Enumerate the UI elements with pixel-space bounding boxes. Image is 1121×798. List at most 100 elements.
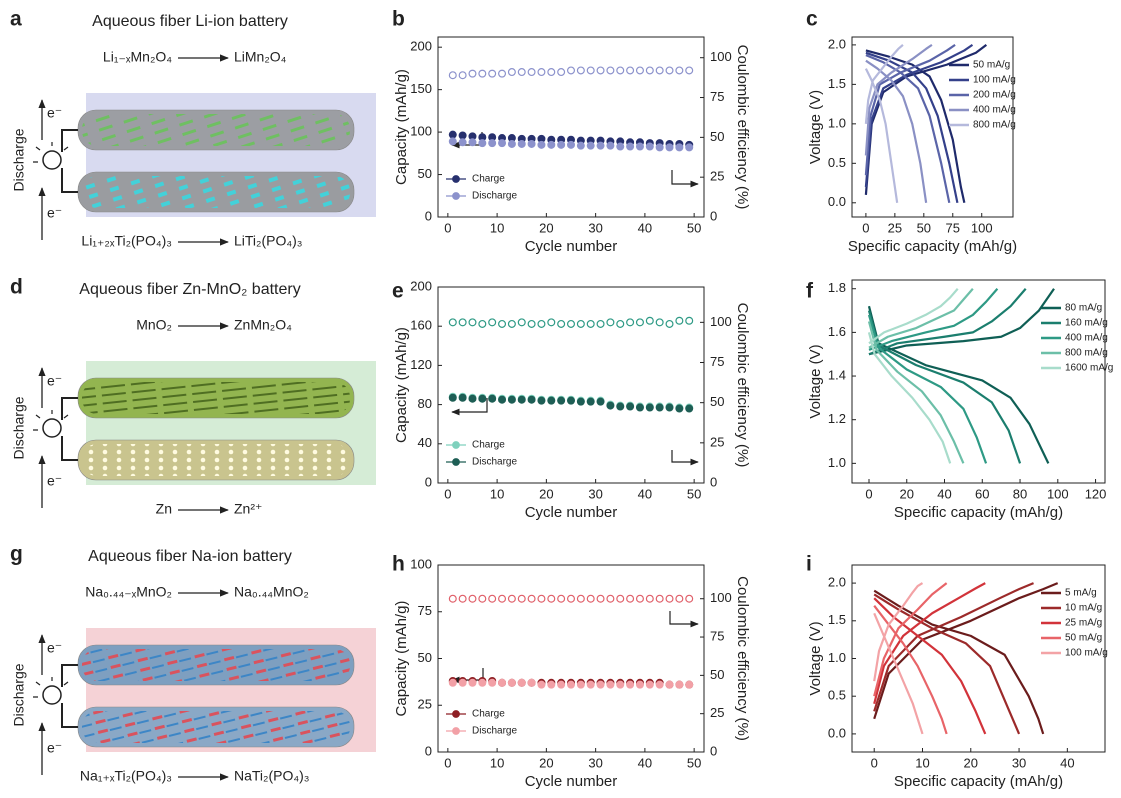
x-tick-label: 80 [1013,486,1027,501]
data-point [547,594,556,603]
y-tick-label: 120 [410,357,432,372]
y2-tick-label: 50 [710,394,724,409]
x-tick-label: 60 [975,486,989,501]
data-point [675,404,684,413]
reaction-from: Li₁₊₂ₓTi₂(PO₄)₃ [81,233,172,249]
y-axis-label: Voltage (V) [807,90,824,164]
y-tick-label: 50 [418,650,432,665]
electron-label: e⁻ [47,373,62,389]
data-point [547,68,556,77]
legend-label: 160 mA/g [1065,318,1108,329]
data-point [566,319,575,328]
reaction-from: Na₀.₄₄₋ₓMnO₂ [85,584,172,600]
panel-label: f [806,280,814,303]
y2-tick-label: 0 [710,743,717,758]
data-point [655,594,664,603]
data-point [507,395,516,404]
legend-label: Discharge [472,191,517,202]
data-point [596,319,605,328]
electron-label: e⁻ [47,105,62,121]
legend-label: Charge [472,174,505,185]
data-point [616,402,625,411]
y2-tick-label: 0 [710,474,717,489]
legend-label: 200 mA/g [973,90,1016,101]
fiber-coating [82,711,350,743]
panel-label: e [392,280,404,303]
data-point [557,680,566,689]
x-axis-label: Specific capacity (mAh/g) [848,238,1017,255]
data-point [675,316,684,325]
axis-pointer [451,398,488,416]
data-point [685,66,694,75]
plot-frame [851,36,1014,218]
legend-marker [452,727,460,735]
data-point [626,142,635,151]
data-point [478,678,487,687]
y-tick-label: 1.6 [828,324,846,339]
plot-frame [437,286,705,484]
data-point [537,319,546,328]
data-point [498,319,507,328]
panel-label: b [392,8,405,31]
data-point [606,66,615,75]
data-point [498,139,507,148]
data-point [507,678,516,687]
panel-label: d [10,276,23,299]
data-point [635,66,644,75]
data-point [527,395,536,404]
data-point [537,680,546,689]
x-tick-label: 0 [871,755,878,770]
x-tick-label: 120 [1085,486,1107,501]
data-point [527,594,536,603]
data-point [576,141,585,150]
electron-label: e⁻ [47,473,62,489]
data-point [626,66,635,75]
reaction-from: Li₁₋ₓMn₂O₄ [103,49,172,65]
data-point [616,594,625,603]
x-tick-label: 40 [638,486,652,501]
panel-label: a [10,8,22,31]
panel-label: h [392,553,405,576]
reaction-to: ZnMn₂O₄ [234,317,292,333]
x-tick-label: 10 [915,755,929,770]
y2-tick-label: 50 [710,667,724,682]
x-tick-label: 50 [917,220,931,235]
data-point [685,594,694,603]
x-tick-label: 10 [490,220,504,235]
y2-axis-label: Coulombic efficiency (%) [734,576,751,741]
x-tick-label: 40 [1060,755,1074,770]
legend-label: Discharge [472,726,517,737]
data-point [507,139,516,148]
data-point [517,395,526,404]
reaction-to: LiTi₂(PO₄)₃ [234,233,302,249]
data-point [448,137,457,146]
data-point [547,680,556,689]
x-axis-label: Cycle number [525,773,618,790]
y-axis-label: Capacity (mAh/g) [393,601,410,717]
data-point [468,594,477,603]
x-tick-label: 30 [588,220,602,235]
legend-label: 1600 mA/g [1065,363,1113,374]
x-tick-label: 0 [444,755,451,770]
data-point [478,594,487,603]
y-tick-label: 0.5 [828,155,846,170]
data-point [586,319,595,328]
reaction-from: Na₁₊ₓTi₂(PO₄)₃ [80,768,172,784]
x-tick-label: 100 [971,220,993,235]
data-point [498,69,507,78]
reaction-from: Zn [156,501,172,517]
data-point [557,319,566,328]
plot-frame [851,279,1106,484]
data-point [498,395,507,404]
y-tick-label: 1.5 [828,612,846,627]
curve [873,582,1059,735]
curve [873,582,948,735]
y-tick-label: 100 [410,556,432,571]
data-point [576,319,585,328]
y2-tick-label: 25 [710,434,724,449]
data-point [626,594,635,603]
y2-tick-label: 75 [710,89,724,104]
y-tick-label: 50 [418,166,432,181]
circuit-wire [61,664,78,728]
y-axis-label: Capacity (mAh/g) [393,69,410,185]
